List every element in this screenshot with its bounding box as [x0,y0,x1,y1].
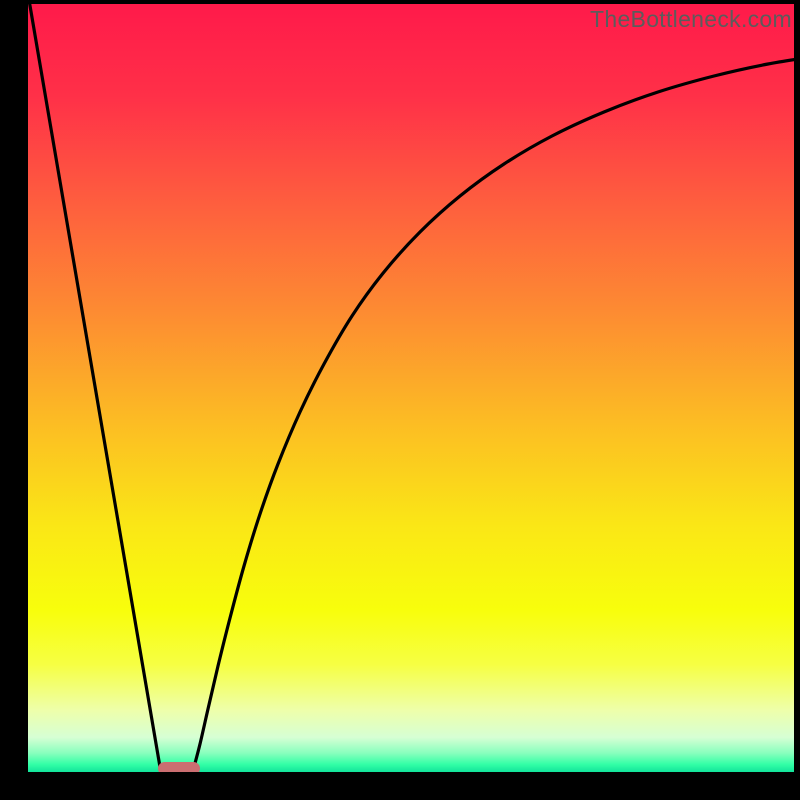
chart-container: TheBottleneck.com [0,0,800,800]
optimal-marker [158,762,200,772]
watermark-label: TheBottleneck.com [590,6,792,33]
plot-area [28,4,794,772]
bottleneck-curve [28,4,794,772]
